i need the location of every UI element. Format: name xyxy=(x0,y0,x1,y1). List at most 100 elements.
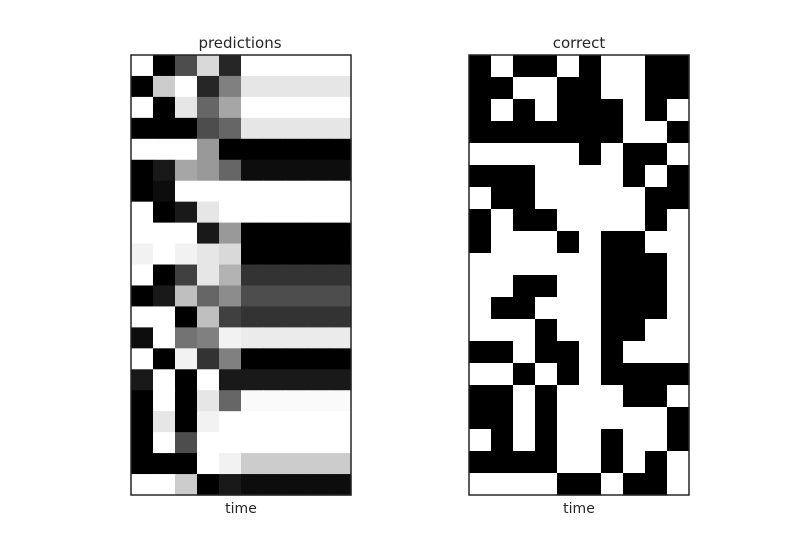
heatmap-cell xyxy=(623,451,646,474)
heatmap-cell xyxy=(623,473,646,496)
heatmap-cell xyxy=(241,390,264,412)
heatmap-cell xyxy=(197,432,220,454)
heatmap-cell xyxy=(219,453,242,475)
heatmap-cell xyxy=(175,75,198,98)
heatmap-cell xyxy=(491,77,514,100)
heatmap-cell xyxy=(645,253,668,276)
heatmap-cell xyxy=(579,165,602,188)
heatmap-cell xyxy=(153,243,176,266)
heatmap-cell xyxy=(579,319,602,342)
heatmap-cell xyxy=(153,180,176,203)
heatmap-cell xyxy=(469,55,492,78)
heatmap-cell xyxy=(623,385,646,408)
heatmap-cell xyxy=(131,285,154,308)
heatmap-cell xyxy=(329,243,352,266)
heatmap-cell xyxy=(601,121,624,144)
heatmap-cell xyxy=(469,341,492,364)
heatmap-cell xyxy=(535,209,558,232)
heatmap-cell xyxy=(241,264,264,287)
heatmap-cell xyxy=(263,306,286,328)
heatmap-cell xyxy=(153,453,176,475)
heatmap-cell xyxy=(513,165,536,188)
heatmap-cell xyxy=(197,96,220,119)
heatmap-cell xyxy=(623,341,646,364)
heatmap-cell xyxy=(219,432,242,454)
heatmap-cell xyxy=(197,201,220,224)
heatmap-cell xyxy=(241,138,264,161)
heatmap-cell xyxy=(667,187,690,210)
heatmap-cell xyxy=(307,390,330,412)
heatmap-cell xyxy=(285,432,308,454)
heatmap-cell xyxy=(153,75,176,98)
heatmap-cell xyxy=(307,243,330,266)
heatmap-cell xyxy=(263,138,286,161)
heatmap-cell xyxy=(535,143,558,166)
heatmap-cell xyxy=(153,285,176,308)
heatmap-cell xyxy=(601,165,624,188)
heatmap-cell xyxy=(469,429,492,452)
heatmap-cell xyxy=(219,474,242,496)
heatmap-cell xyxy=(513,473,536,496)
heatmap-cell xyxy=(219,180,242,203)
heatmap-cell xyxy=(329,159,352,182)
heatmap-cell xyxy=(329,96,352,119)
heatmap-cell xyxy=(175,432,198,454)
heatmap-cell xyxy=(307,474,330,496)
heatmap-cell xyxy=(667,341,690,364)
heatmap-cell xyxy=(285,264,308,287)
heatmap-cell xyxy=(175,390,198,412)
heatmap-cell xyxy=(153,159,176,182)
heatmap-cell xyxy=(667,165,690,188)
heatmap-cell xyxy=(623,231,646,254)
heatmap-cell xyxy=(513,231,536,254)
heatmap-cell xyxy=(491,407,514,430)
heatmap-cell xyxy=(557,253,580,276)
heatmap-cell xyxy=(175,222,198,245)
heatmap-cell xyxy=(579,407,602,430)
heatmap-cell xyxy=(131,327,154,349)
heatmap-cell xyxy=(197,222,220,245)
heatmap-cell xyxy=(329,348,352,370)
heatmap-cell xyxy=(491,341,514,364)
heatmap-cell xyxy=(557,385,580,408)
heatmap-cell xyxy=(285,327,308,349)
heatmap-cell xyxy=(557,341,580,364)
heatmap-cell xyxy=(579,275,602,298)
heatmap-cell xyxy=(535,99,558,122)
heatmap-cell xyxy=(601,187,624,210)
heatmap-cell xyxy=(329,264,352,287)
heatmap-cell xyxy=(491,473,514,496)
heatmap-cell xyxy=(329,222,352,245)
heatmap-cell xyxy=(175,285,198,308)
heatmap-cell xyxy=(557,319,580,342)
correct-heatmap-cells xyxy=(469,55,690,496)
heatmap-cell xyxy=(153,411,176,433)
heatmap-cell xyxy=(285,117,308,140)
heatmap-cell xyxy=(307,432,330,454)
heatmap-cell xyxy=(491,165,514,188)
heatmap-cell xyxy=(601,407,624,430)
heatmap-cell xyxy=(307,201,330,224)
heatmap-cell xyxy=(241,201,264,224)
heatmap-cell xyxy=(535,451,558,474)
heatmap-cell xyxy=(219,411,242,433)
heatmap-cell xyxy=(197,243,220,266)
heatmap-cell xyxy=(263,369,286,391)
heatmap-cell xyxy=(667,55,690,78)
heatmap-cell xyxy=(579,121,602,144)
heatmap-cell xyxy=(131,138,154,161)
heatmap-cell xyxy=(623,209,646,232)
heatmap-cell xyxy=(263,327,286,349)
heatmap-cell xyxy=(197,159,220,182)
heatmap-cell xyxy=(491,385,514,408)
heatmap-cell xyxy=(667,451,690,474)
heatmap-cell xyxy=(491,253,514,276)
heatmap-cell xyxy=(219,243,242,266)
heatmap-cell xyxy=(307,55,330,77)
heatmap-cell xyxy=(535,429,558,452)
heatmap-cell xyxy=(579,209,602,232)
heatmap-cell xyxy=(175,411,198,433)
heatmap-cell xyxy=(469,209,492,232)
heatmap-cell xyxy=(263,96,286,119)
heatmap-cell xyxy=(623,143,646,166)
